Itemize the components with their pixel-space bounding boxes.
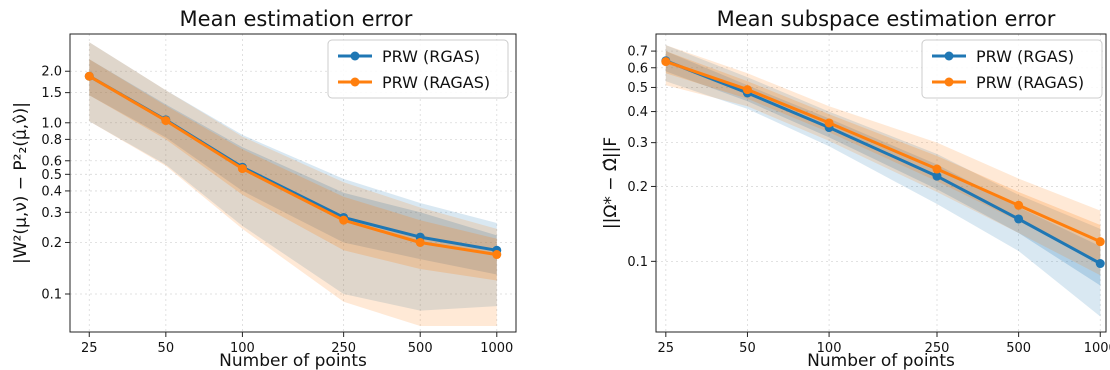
chart-1-x-tick-label-1: 50 (158, 341, 175, 356)
chart-1-x-tick-label-4: 500 (408, 341, 433, 356)
chart-2-rgas-band-inner (665, 51, 1101, 286)
chart-1-y-tick-label-6: 0.8 (41, 133, 62, 148)
chart-1-y-tick-label-8: 1.5 (41, 86, 62, 101)
chart-1-ragas-line (88, 74, 498, 257)
chart-1-bands (89, 42, 497, 327)
chart-1-ragas-point-5 (492, 250, 502, 260)
chart-2-rgas-line (665, 59, 1102, 265)
chart-1-y-ticks: 0.1 0.2 0.3 0.40.50.6 0.8 1.0 1.5 2.0 (41, 65, 70, 303)
chart-1-ragas-point-4 (415, 237, 425, 247)
chart-2-x-tick-label-2: 100 (817, 341, 842, 356)
chart-2-ragas-point-1 (742, 85, 752, 95)
chart-1-y-tick-label-1: 0.2 (41, 236, 62, 251)
chart-2-legend-label-rgas: PRW (RGAS) (976, 47, 1074, 66)
chart-1-y-tick-label-5: 0.6 (41, 154, 62, 169)
chart-2-y-tick-label-4: 0.5 (627, 81, 648, 96)
chart-2-legend-marker-rgas (944, 51, 954, 61)
chart-2-x-tick-label-5: 1000 (1084, 341, 1110, 356)
chart-2-x-tick-label-3: 250 (925, 341, 950, 356)
chart-1-x-tick-label-0: 25 (81, 341, 98, 356)
chart-2-y-ticks: 0.1 0.2 0.3 0.4 0.5 0.60.7 (627, 45, 656, 270)
chart-1-y-tick-label-3: 0.4 (41, 184, 62, 199)
chart-mean-estimation-error: Mean estimation error 25 50 100 250 500 1000 … (11, 7, 517, 370)
chart-2-y-tick-label-0: 0.1 (627, 255, 648, 270)
chart-1-x-tick-label-5: 1000 (480, 341, 513, 356)
chart-2-rgas-point-5 (1095, 259, 1105, 269)
chart-1-legend-marker-ragas (350, 77, 360, 87)
chart-1-legend-label-ragas: PRW (RAGAS) (382, 73, 490, 92)
chart-1-y-tick-label-4: 0.5 (41, 168, 62, 183)
chart-1-x-tick-label-2: 100 (230, 341, 255, 356)
chart-1-rgas-band-outer (89, 42, 497, 311)
chart-mean-subspace-estimation-error: Mean subspace estimation error 25 50 100 25… (601, 7, 1110, 370)
chart-1-ragas-band-inner (89, 59, 497, 281)
chart-1-y-tick-label-9: 2.0 (41, 65, 62, 80)
chart-1-plot-frame (69, 33, 517, 333)
chart-2-legend-box (921, 39, 1103, 99)
chart-1-ragas-point-2 (237, 164, 247, 174)
chart-2-legend-marker-ragas (944, 77, 954, 87)
chart-2-y-tick-label-5: 0.6 (627, 61, 648, 76)
chart-2-rgas-band-outer (665, 45, 1101, 317)
chart-2-x-tick-label-0: 25 (658, 341, 675, 356)
chart-1-lines (84, 71, 502, 260)
chart-1-ragas-band-outer (89, 42, 497, 327)
chart-2-legend-label-ragas: PRW (RAGAS) (976, 73, 1084, 92)
chart-2-title: Mean subspace estimation error (717, 7, 1056, 31)
chart-2-plot-frame (655, 33, 1107, 333)
chart-1-y-tick-label-0: 0.1 (41, 288, 62, 303)
chart-2-ragas-point-2 (824, 118, 834, 128)
chart-2-y-tick-label-2: 0.3 (627, 136, 648, 151)
chart-1-y-tick-label-2: 0.3 (41, 206, 62, 221)
chart-1-rgas-band-inner (89, 59, 497, 275)
chart-1-legend: PRW (RGAS) PRW (RAGAS) (327, 39, 509, 99)
chart-1-legend-label-rgas: PRW (RGAS) (382, 47, 480, 66)
chart-1-x-axis-label: Number of points (219, 351, 367, 370)
chart-2-rgas-point-4 (1014, 214, 1024, 224)
chart-1-y-tick-label-7: 1.0 (41, 116, 62, 131)
chart-2-ragas-point-5 (1095, 237, 1105, 247)
chart-2-ragas-line (665, 60, 1101, 243)
chart-2-ragas-point-3 (932, 164, 942, 174)
chart-2-x-ticks: 25 50 100 250 500 1000 (658, 332, 1110, 356)
chart-2-y-axis-label: ||Ω* − Ω̂||F (601, 137, 621, 229)
chart-2-rgas-point-3 (932, 171, 942, 181)
chart-1-ragas-point-3 (339, 215, 349, 225)
chart-2-ragas-band-outer (665, 45, 1101, 276)
chart-2-y-tick-label-3: 0.4 (627, 105, 648, 120)
chart-2-x-tick-label-4: 500 (1006, 341, 1031, 356)
chart-2-x-axis-label: Number of points (807, 351, 955, 370)
chart-2-y-tick-label-6: 0.7 (627, 45, 648, 60)
chart-2-lines (661, 56, 1105, 269)
chart-1-legend-box (327, 39, 509, 99)
chart-1-y-axis-label: |W²(μ,ν) − P²₂(μ̂,ν̂)| (11, 102, 31, 264)
chart-1-x-ticks: 25 50 100 250 500 1000 (81, 332, 513, 356)
chart-1-title: Mean estimation error (180, 7, 413, 31)
chart-2-ragas-point-0 (661, 57, 671, 67)
chart-1-legend-marker-rgas (350, 51, 360, 61)
chart-1-ragas-point-0 (84, 71, 94, 81)
chart-2-y-tick-label-1: 0.2 (627, 180, 648, 195)
chart-1-x-tick-label-3: 250 (331, 341, 356, 356)
chart-2-legend: PRW (RGAS) PRW (RAGAS) (921, 39, 1103, 99)
chart-2-x-tick-label-1: 50 (739, 341, 756, 356)
chart-2-ragas-point-4 (1014, 200, 1024, 210)
chart-1-ragas-point-1 (161, 116, 171, 126)
